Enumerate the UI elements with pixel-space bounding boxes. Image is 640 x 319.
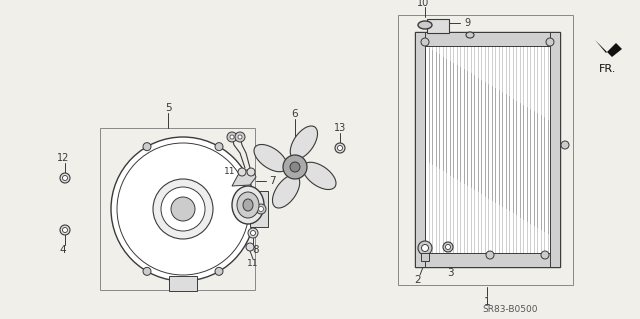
Ellipse shape: [273, 175, 300, 208]
Circle shape: [256, 204, 266, 214]
Polygon shape: [595, 40, 622, 63]
Circle shape: [541, 251, 549, 259]
Circle shape: [283, 155, 307, 179]
Bar: [100, 128, 255, 290]
Circle shape: [111, 137, 255, 281]
Bar: [427, 19, 449, 33]
Circle shape: [63, 227, 67, 233]
Circle shape: [60, 173, 70, 183]
Ellipse shape: [237, 192, 259, 218]
Circle shape: [235, 132, 245, 142]
Text: 5: 5: [164, 103, 172, 113]
Circle shape: [63, 175, 67, 181]
Bar: [250, 191, 268, 227]
Text: 12: 12: [57, 153, 69, 163]
Text: 13: 13: [334, 123, 346, 133]
Circle shape: [546, 38, 554, 46]
Polygon shape: [415, 253, 560, 267]
Circle shape: [250, 231, 255, 235]
Ellipse shape: [254, 145, 287, 172]
Circle shape: [422, 244, 429, 251]
Polygon shape: [550, 32, 560, 267]
Circle shape: [561, 141, 569, 149]
Text: 6: 6: [292, 109, 298, 119]
Circle shape: [486, 251, 494, 259]
Polygon shape: [415, 32, 560, 267]
Text: 11: 11: [247, 259, 259, 269]
Circle shape: [259, 206, 264, 211]
Circle shape: [161, 187, 205, 231]
Text: 9: 9: [464, 18, 470, 28]
Circle shape: [238, 168, 246, 176]
Bar: [169, 276, 197, 291]
Ellipse shape: [466, 32, 474, 38]
Circle shape: [153, 179, 213, 239]
Text: 2: 2: [415, 275, 421, 285]
Circle shape: [238, 135, 242, 139]
Circle shape: [337, 145, 342, 151]
Circle shape: [443, 242, 453, 252]
Text: 1: 1: [484, 297, 490, 307]
Bar: [421, 253, 429, 261]
Circle shape: [421, 38, 429, 46]
Circle shape: [247, 168, 255, 176]
Circle shape: [60, 225, 70, 235]
Ellipse shape: [243, 199, 253, 211]
Ellipse shape: [291, 126, 317, 159]
Polygon shape: [415, 32, 560, 46]
Text: SR83-B0500: SR83-B0500: [483, 306, 538, 315]
Text: 4: 4: [60, 245, 67, 255]
Text: FR.: FR.: [599, 64, 617, 74]
Circle shape: [230, 135, 234, 139]
Text: 3: 3: [447, 268, 453, 278]
Polygon shape: [415, 32, 425, 267]
Text: 11: 11: [224, 167, 236, 176]
Circle shape: [143, 267, 151, 275]
Text: 7: 7: [269, 176, 275, 186]
Circle shape: [246, 243, 254, 251]
Bar: [398, 15, 573, 285]
Circle shape: [215, 143, 223, 151]
Circle shape: [418, 241, 432, 255]
Circle shape: [445, 244, 451, 249]
Text: 10: 10: [417, 0, 429, 8]
Circle shape: [248, 228, 258, 238]
Ellipse shape: [303, 162, 336, 189]
Circle shape: [227, 132, 237, 142]
Text: 8: 8: [253, 245, 259, 255]
Circle shape: [143, 143, 151, 151]
Circle shape: [335, 143, 345, 153]
Circle shape: [215, 267, 223, 275]
Polygon shape: [232, 170, 256, 186]
Ellipse shape: [418, 21, 432, 29]
Circle shape: [290, 162, 300, 172]
Circle shape: [171, 197, 195, 221]
Ellipse shape: [232, 186, 264, 224]
